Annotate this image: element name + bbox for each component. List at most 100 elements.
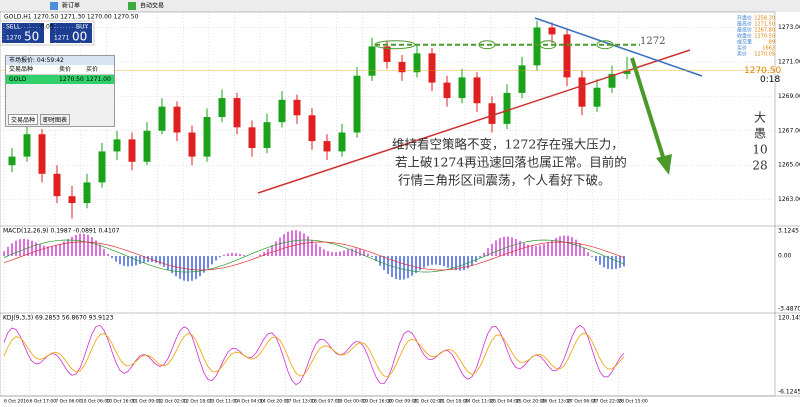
highlight — [596, 40, 614, 50]
buy-button[interactable] — [50, 23, 92, 43]
bid: 1270.50 — [59, 76, 84, 83]
candle-body — [398, 61, 406, 73]
signature: 愚 — [754, 127, 766, 141]
x-tick-label: 27 Oct 22:00 — [593, 399, 622, 405]
highlight — [539, 40, 557, 50]
toolbar-button[interactable]: 自动交易 — [140, 2, 164, 10]
candle-body — [593, 87, 601, 107]
signature: 大 — [754, 111, 766, 125]
x-tick-label: 18 Oct 07:00 — [311, 399, 340, 405]
candle-body — [203, 117, 211, 157]
market-watch: 市场报价: 04:59:42 交易品种 卖价 买价 GOLD 1270.50 1… — [5, 55, 115, 127]
window-title: 市场报价: 04:59:42 — [6, 56, 114, 65]
candle-body — [383, 46, 391, 62]
arrow-head — [656, 154, 672, 175]
candle-body — [233, 98, 241, 128]
y-tick-label: 1269.00 — [778, 93, 800, 100]
candle-body — [278, 99, 286, 123]
highlight — [478, 40, 496, 50]
info-key: 最高价 — [737, 21, 752, 28]
toolbar-button[interactable]: 新订单 — [62, 2, 80, 10]
x-tick-label: 11 Oct 09:00 — [132, 399, 161, 405]
x-tick-label: 14 Oct 20:00 — [260, 399, 289, 405]
info-value: 1270.50 — [754, 34, 775, 40]
tab[interactable]: 交易品种 — [8, 114, 39, 125]
x-tick-label: 28 Oct 15:00 — [618, 399, 647, 405]
info-key: 买价 — [737, 45, 747, 52]
candle-body — [458, 77, 466, 99]
ask: 1271.00 — [86, 76, 111, 83]
candle-body — [188, 132, 196, 157]
candle-body — [308, 115, 316, 142]
candle-body — [143, 130, 151, 162]
candle-body — [323, 141, 331, 152]
candle-body — [548, 27, 556, 35]
x-tick-label: 19 Oct 16:00 — [362, 399, 391, 405]
y-tick-label: -6.1245 — [778, 389, 800, 396]
icon — [50, 2, 58, 10]
buy-price-small: 1271 — [54, 35, 69, 42]
candle-body — [338, 132, 346, 152]
y-tick-label: -3.4870 — [778, 306, 800, 313]
x-tick-label: 25 Oct 04:00 — [490, 399, 519, 405]
lot-size[interactable]: 0.05 — [40, 24, 54, 31]
arrow-shaft — [630, 57, 666, 161]
tab[interactable]: 即时图表 — [40, 114, 71, 125]
x-tick-label: 24 Oct 11:00 — [465, 399, 494, 405]
quote-row[interactable]: GOLD 1270.50 1271.00 — [6, 75, 114, 84]
y-tick-label: 1271.00 — [778, 58, 800, 65]
info-key: 开盘价 — [737, 15, 752, 22]
column: 交易品种 — [9, 66, 34, 73]
x-tick-label: 12 Oct 02:00 — [158, 399, 187, 405]
resistance-line — [534, 17, 703, 77]
candle-body — [23, 134, 31, 157]
trade-panel: SELL 0.05 BUY 1270 50 1271 00 — [0, 20, 95, 46]
signature: 10 — [752, 143, 767, 157]
info-key: 最低价 — [737, 27, 752, 34]
candle-body — [38, 134, 46, 174]
y-tick-label: 1263.00 — [778, 196, 800, 203]
x-tick-label: 10 Oct 06:00 — [81, 399, 110, 405]
tabs: 交易品种 即时图表 — [8, 114, 71, 125]
candle-body — [488, 103, 496, 124]
x-tick-label: 19 Oct 00:00 — [337, 399, 366, 405]
info-value: 1662 — [762, 46, 775, 52]
toolbar — [0, 0, 800, 12]
support-line — [257, 49, 691, 194]
candle-body — [293, 99, 301, 116]
k-line — [3, 324, 625, 386]
x-tick-label: 13 Oct 11:00 — [209, 399, 238, 405]
x-tick-label: 6 Oct 2016 — [4, 399, 29, 405]
candle-body — [608, 73, 616, 88]
candle-body — [623, 70, 631, 74]
y-tick-label: 1273.00 — [778, 24, 800, 31]
signal-line — [3, 241, 625, 271]
candle-body — [413, 53, 421, 73]
column-header: 交易品种 卖价 买价 — [6, 65, 114, 75]
sell-button[interactable] — [2, 23, 44, 43]
candle-body — [128, 139, 136, 162]
x-tick-label: 20 Oct 09:00 — [388, 399, 417, 405]
candle-body — [83, 182, 91, 204]
current-price: 1270.50 — [744, 66, 781, 76]
indicator-label: KDJ(9,3,3) 69.2853 56.8670 93.9123 — [3, 315, 114, 322]
candle-body — [53, 173, 61, 197]
candle-body — [263, 122, 271, 148]
candle-body — [173, 106, 181, 133]
candle-body — [473, 77, 481, 104]
buy-label: BUY — [76, 24, 89, 31]
candle-body — [98, 151, 106, 183]
candle-body — [353, 75, 361, 133]
candle-body — [158, 106, 166, 131]
candle-body — [248, 127, 256, 148]
icon — [128, 2, 136, 10]
x-tick-label: 12 Oct 18:00 — [183, 399, 212, 405]
x-tick-label: 7 Oct 06:00 — [55, 399, 82, 405]
candle-body — [218, 98, 226, 117]
info-value: 1267.80 — [754, 28, 775, 34]
indicator-label: MACD(12,26,9) 0.1987 -0.0891 0.4107 — [3, 228, 120, 235]
y-tick-label: 120.145 — [778, 315, 800, 322]
signature: 28 — [752, 159, 767, 173]
